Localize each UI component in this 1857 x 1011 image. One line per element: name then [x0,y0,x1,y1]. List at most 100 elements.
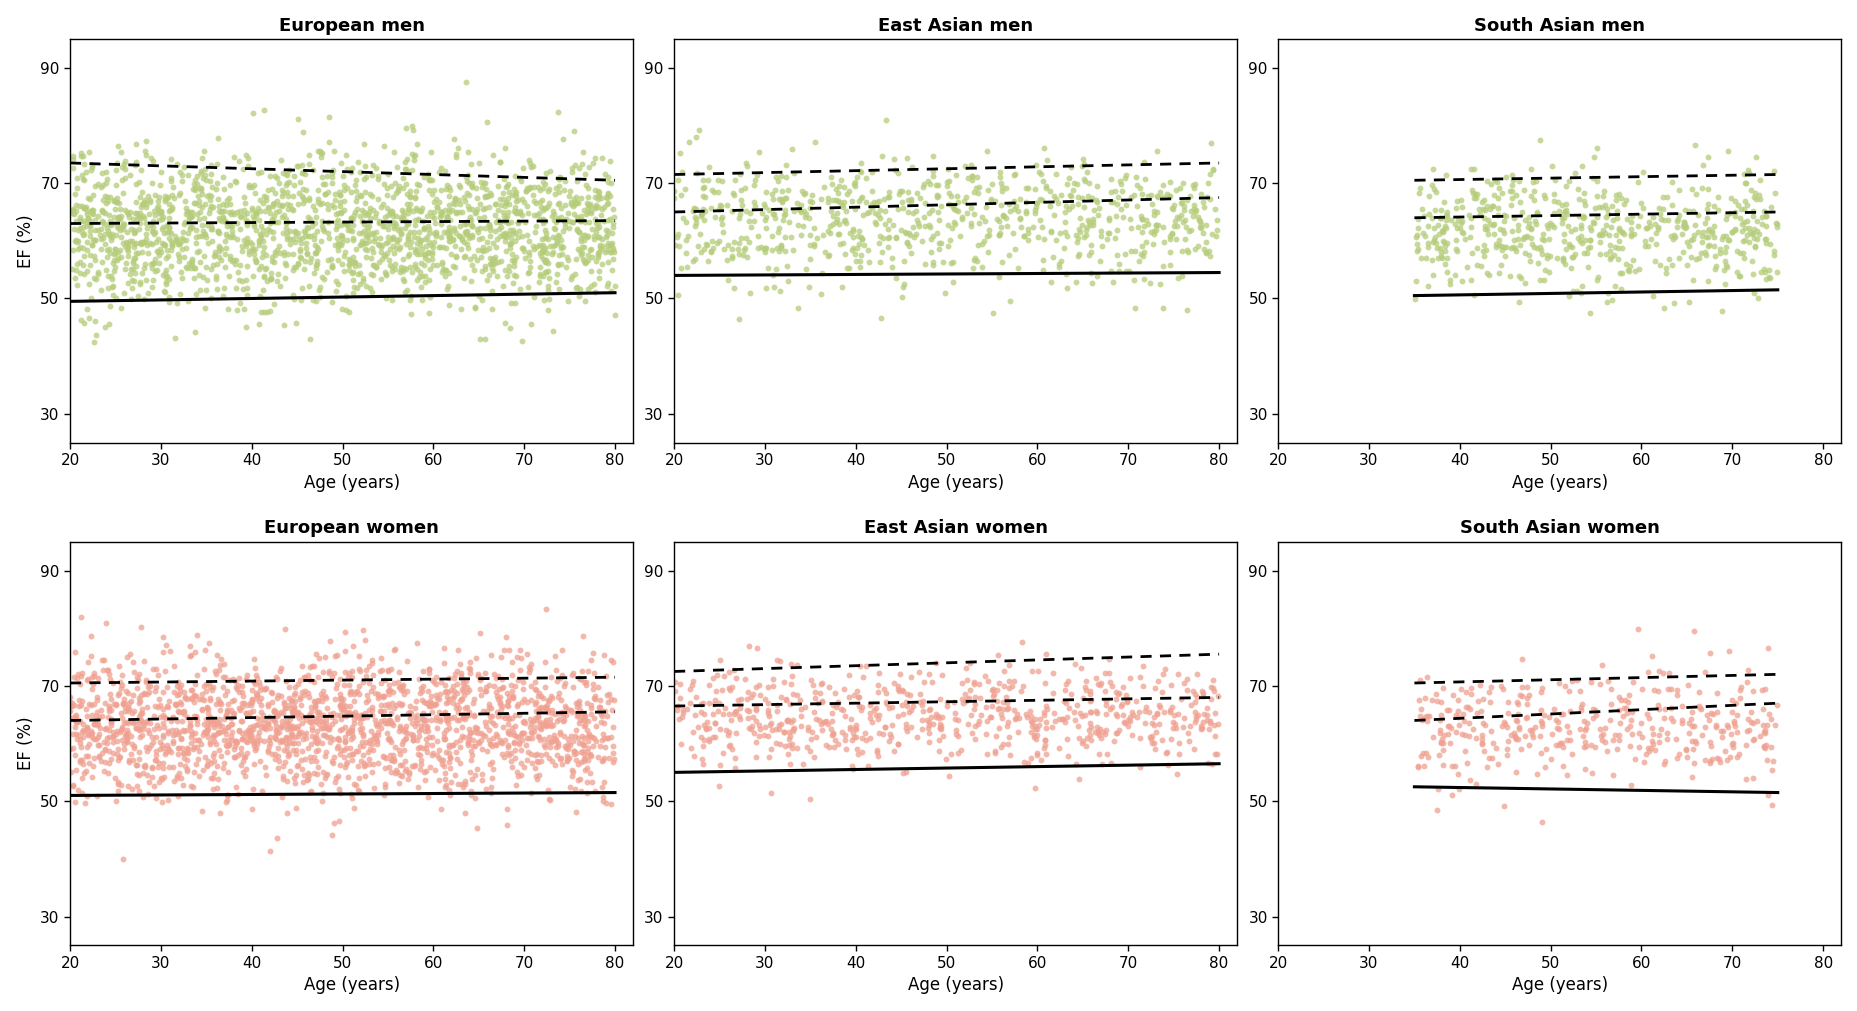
Point [403,211,433,227]
Point [839,174,869,190]
Point [771,737,800,753]
Point [542,170,572,186]
Point [665,238,695,254]
Point [435,228,464,245]
Point [1092,232,1122,248]
Point [1168,710,1198,726]
Point [448,728,477,744]
Point [442,685,472,702]
Point [366,271,396,287]
Point [936,255,966,271]
Point [559,197,589,213]
Point [396,698,425,714]
Point [1021,745,1051,761]
Point [232,150,262,166]
Point [407,756,436,772]
Point [862,707,891,723]
Point [189,225,219,242]
Point [856,196,886,212]
Point [1528,759,1558,775]
Point [451,708,481,724]
Point [1515,722,1545,738]
Point [1051,198,1081,214]
Point [1071,738,1101,754]
Point [1616,208,1645,224]
Point [423,772,453,789]
Point [474,731,503,747]
Point [130,757,160,773]
Point [1694,712,1723,728]
Point [529,222,559,239]
Point [377,734,407,750]
Point [687,729,717,745]
Point [774,213,804,229]
Point [61,196,91,212]
Point [1569,761,1599,777]
Point [880,162,910,178]
Point [572,744,602,760]
Point [1090,726,1120,742]
Point [524,754,553,770]
Point [507,681,537,698]
Point [284,174,314,190]
Point [1448,706,1478,722]
Point [1582,173,1612,189]
Point [860,216,890,233]
Point [188,692,217,708]
Point [197,198,227,214]
Point [771,258,800,274]
Point [1729,232,1759,248]
Point [878,743,908,759]
Point [750,280,780,296]
Point [934,232,964,248]
Point [500,267,529,283]
Point [823,696,852,712]
Point [756,785,786,801]
Point [457,218,487,235]
Point [598,737,628,753]
Point [1619,263,1649,279]
Point [95,216,124,233]
Point [1110,167,1140,183]
Point [761,721,791,737]
Point [431,777,461,794]
Point [774,756,804,772]
Point [312,716,342,732]
Point [1578,150,1608,166]
Point [273,175,303,191]
Point [516,159,546,175]
Point [355,735,384,751]
Point [800,684,830,701]
Point [793,722,823,738]
Point [230,724,260,740]
Point [345,164,375,180]
Point [91,661,121,677]
Point [215,728,245,744]
Point [782,657,812,673]
Point [592,169,622,185]
Point [238,179,267,195]
Point [58,710,87,726]
Point [74,228,104,245]
Point [802,696,832,712]
Point [327,701,357,717]
Point [1591,294,1621,310]
Point [527,268,557,284]
Point [293,278,323,294]
Point [472,234,501,250]
Point [1142,144,1172,160]
Point [290,191,319,207]
Point [329,701,358,717]
Point [331,759,360,775]
Point [585,206,615,222]
Point [455,660,485,676]
Point [293,209,323,225]
Point [791,206,821,222]
Point [1445,192,1474,208]
Point [1534,232,1564,248]
Point [969,668,999,684]
Point [425,752,455,768]
Point [838,760,867,776]
Point [546,208,576,224]
Point [700,209,730,225]
